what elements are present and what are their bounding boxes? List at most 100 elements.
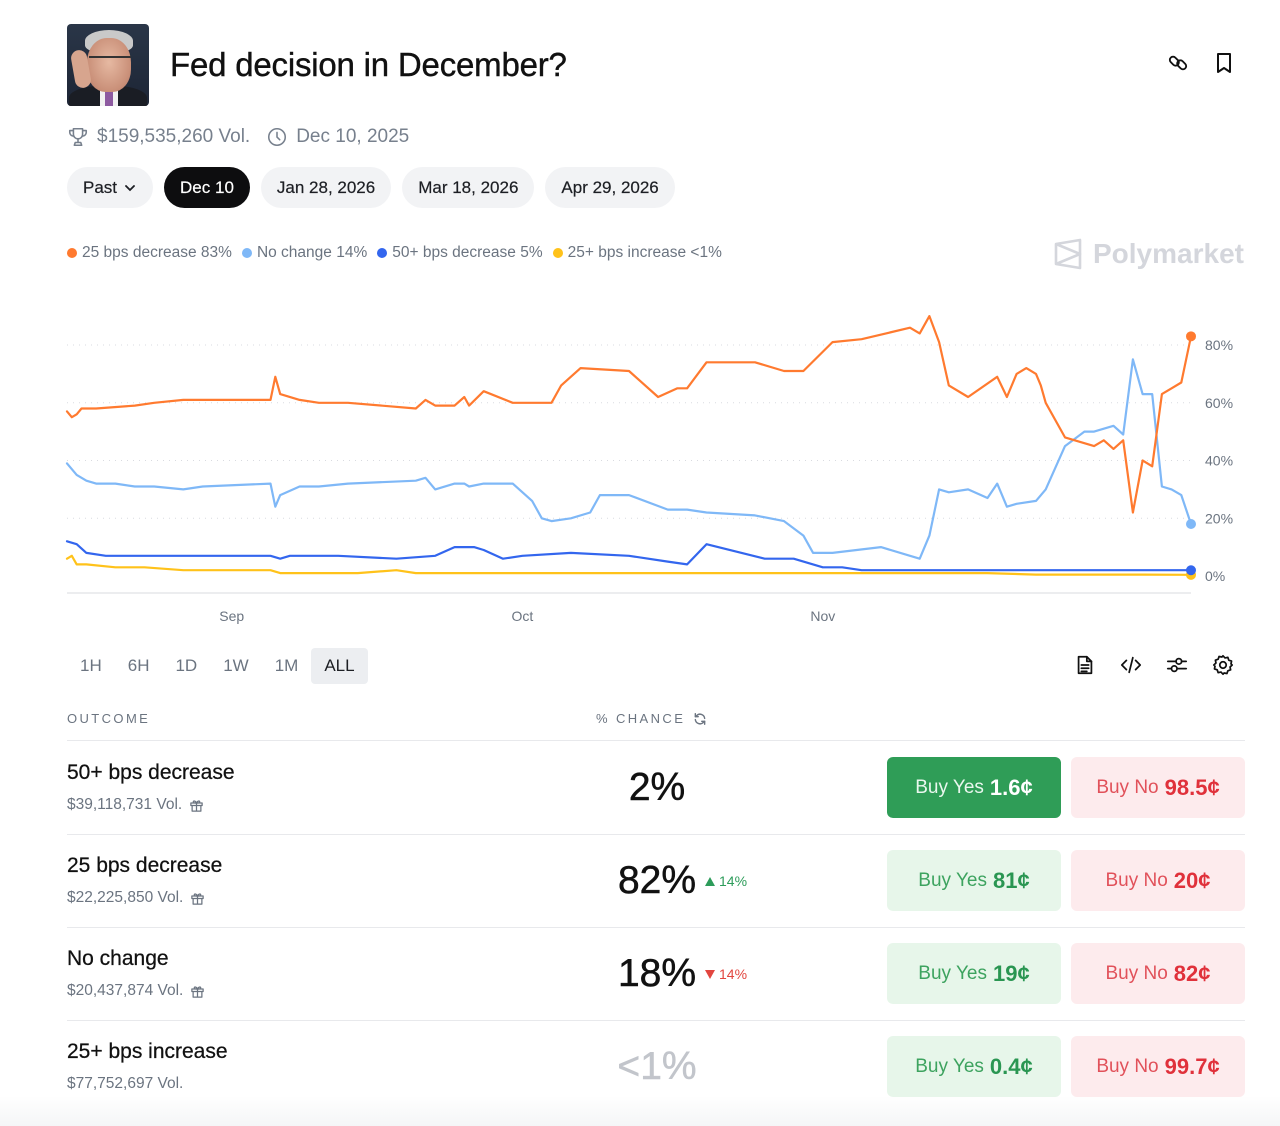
buy-yes-price: 0.4¢	[989, 1053, 1033, 1079]
rules-button[interactable]	[1074, 654, 1096, 676]
series-line-25-bps-increase	[65, 554, 1193, 576]
link-icon	[1168, 55, 1188, 71]
outcome-volume-value: $39,118,731 Vol.	[67, 796, 183, 813]
bookmark-button[interactable]	[1213, 52, 1235, 74]
outcome-volume-value: $77,752,697 Vol.	[67, 1075, 184, 1092]
timeframe-6h[interactable]: 6H	[127, 656, 150, 675]
outcome-chance: <1%	[617, 1045, 697, 1089]
chart-filters-button[interactable]	[1166, 654, 1188, 676]
date-pill-mar-18-2026[interactable]: Mar 18, 2026	[402, 167, 535, 208]
date-pill-label: Jan 28, 2026	[276, 177, 376, 197]
buy-no-price: 82¢	[1173, 960, 1211, 986]
chart-tools	[1074, 654, 1234, 676]
outcome-chance: 18%	[617, 952, 697, 996]
buy-no-button[interactable]: Buy No 20¢	[1071, 850, 1245, 911]
outcome-chance-change: 14%	[705, 966, 747, 982]
y-tick-label: 60%	[1205, 395, 1233, 411]
timeframe-1m[interactable]: 1M	[274, 656, 299, 675]
buy-no-button[interactable]: Buy No 98.5¢	[1071, 757, 1245, 818]
trophy-icon	[68, 127, 88, 147]
refresh-icon[interactable]	[693, 712, 707, 726]
outcome-change-value: 14%	[719, 873, 748, 889]
date-pill-dec-10[interactable]: Dec 10	[164, 167, 250, 208]
settings-icon	[1212, 654, 1234, 676]
date-pill-past[interactable]: Past	[67, 167, 154, 208]
x-tick-label: Oct	[512, 608, 534, 624]
timeframe-selector: 1H 6H 1D 1W 1M ALL	[67, 648, 368, 684]
timeframe-1w[interactable]: 1W	[223, 656, 249, 675]
gift-icon[interactable]	[190, 984, 205, 999]
buy-yes-button[interactable]: Buy Yes 81¢	[887, 850, 1061, 911]
buy-yes-button[interactable]: Buy Yes 0.4¢	[887, 1036, 1061, 1097]
date-pill-jan-28-2026[interactable]: Jan 28, 2026	[260, 167, 392, 208]
embed-button[interactable]	[1120, 654, 1142, 676]
legend-dot	[241, 248, 252, 258]
legend-entry-no-change: No change 14%	[241, 244, 367, 262]
timeframe-all[interactable]: ALL	[311, 648, 368, 684]
date-selector: Past Dec 10 Jan 28, 2026 Mar 18, 2026 Ap…	[67, 167, 675, 208]
clock-icon	[268, 127, 287, 147]
series-line-no-change	[65, 358, 1193, 560]
outcome-row[interactable]: No change $20,437,874 Vol. 18% 14% Buy Y…	[67, 928, 1245, 1021]
outcome-name: 50+ bps decrease	[67, 761, 235, 784]
x-tick-label: Sep	[219, 608, 244, 624]
date-pill-label: Dec 10	[180, 177, 234, 197]
buy-no-label: Buy No	[1105, 962, 1168, 984]
price-history-chart[interactable]: 0% 20% 40% 60% 80% Sep Oct Nov	[0, 290, 1280, 630]
y-tick-label: 80%	[1205, 337, 1233, 353]
outcomes-table-header: OUTCOME % CHANCE	[67, 710, 1245, 741]
outcome-change-value: 14%	[719, 966, 748, 982]
outcome-name: No change	[67, 947, 169, 970]
outcome-name: 25 bps decrease	[67, 854, 223, 877]
legend-entry-50bps-decrease: 50+ bps decrease 5%	[377, 244, 543, 262]
buy-yes-button[interactable]: Buy Yes 19¢	[887, 943, 1061, 1004]
legend-label: 25+ bps increase <1%	[567, 244, 722, 261]
outcome-volume: $77,752,697 Vol.	[67, 1075, 183, 1093]
date-pill-apr-29-2026[interactable]: Apr 29, 2026	[545, 167, 675, 208]
date-pill-label: Past	[83, 177, 118, 197]
market-header: Fed decision in December?	[67, 24, 1245, 106]
timeframe-1d[interactable]: 1D	[175, 656, 198, 675]
end-date: Dec 10, 2025	[296, 126, 410, 147]
outcome-volume-value: $20,437,874 Vol.	[67, 982, 184, 999]
buy-no-button[interactable]: Buy No 82¢	[1071, 943, 1245, 1004]
gift-icon[interactable]	[190, 891, 205, 906]
outcome-row[interactable]: 25 bps decrease $22,225,850 Vol. 82% 14%…	[67, 835, 1245, 928]
series-endpoint	[1186, 519, 1196, 530]
buy-yes-label: Buy Yes	[915, 776, 984, 798]
buy-no-price: 98.5¢	[1164, 774, 1220, 800]
outcome-volume: $22,225,850 Vol.	[67, 889, 205, 907]
gift-icon[interactable]	[189, 798, 204, 813]
buy-yes-button[interactable]: Buy Yes 1.6¢	[887, 757, 1061, 818]
bookmark-icon	[1217, 53, 1231, 73]
outcome-volume: $20,437,874 Vol.	[67, 982, 205, 1000]
buy-no-price: 20¢	[1173, 867, 1211, 893]
date-pill-label: Mar 18, 2026	[418, 177, 519, 197]
outcome-volume-value: $22,225,850 Vol.	[67, 889, 184, 906]
chart-settings-button[interactable]	[1212, 654, 1234, 676]
buy-yes-price: 81¢	[992, 867, 1030, 893]
buy-no-label: Buy No	[1096, 776, 1159, 798]
timeframe-1h[interactable]: 1H	[80, 656, 102, 675]
trend-arrow-icon	[705, 876, 715, 886]
buy-no-price: 99.7¢	[1164, 1053, 1220, 1079]
buy-no-button[interactable]: Buy No 99.7¢	[1071, 1036, 1245, 1097]
column-outcome: OUTCOME	[67, 711, 151, 726]
outcome-chance: 2%	[628, 766, 686, 810]
outcome-chance: 82%	[617, 859, 697, 903]
total-volume: $159,535,260 Vol.	[97, 126, 251, 147]
y-tick-label: 0%	[1205, 568, 1225, 584]
buy-yes-price: 1.6¢	[989, 774, 1033, 800]
column-chance: % CHANCE	[596, 711, 707, 726]
series-line-50-bps-decrease	[65, 540, 1193, 572]
buy-no-label: Buy No	[1096, 1055, 1159, 1077]
outcome-row[interactable]: 25+ bps increase $77,752,697 Vol. <1% Bu…	[67, 1021, 1245, 1114]
copy-link-button[interactable]	[1167, 52, 1189, 74]
legend-label: 50+ bps decrease 5%	[392, 244, 543, 261]
series-endpoint	[1186, 331, 1196, 342]
chevron-down-icon	[125, 184, 135, 191]
market-avatar-image	[67, 24, 149, 106]
brand-name: Polymarket	[1093, 238, 1244, 269]
embed-code-icon	[1120, 656, 1142, 674]
outcome-row[interactable]: 50+ bps decrease $39,118,731 Vol. 2% Buy…	[67, 742, 1245, 835]
